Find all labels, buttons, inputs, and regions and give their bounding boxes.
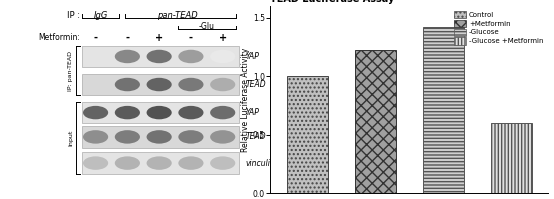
Text: YAP: YAP bbox=[245, 108, 259, 117]
Bar bbox=[491, 123, 531, 193]
Ellipse shape bbox=[147, 78, 172, 91]
Text: IP :: IP : bbox=[66, 11, 80, 20]
Ellipse shape bbox=[115, 78, 140, 91]
Text: -: - bbox=[189, 33, 193, 43]
Ellipse shape bbox=[210, 130, 235, 144]
Ellipse shape bbox=[210, 106, 235, 119]
Text: 0.0: 0.0 bbox=[270, 174, 283, 182]
Ellipse shape bbox=[83, 106, 108, 119]
Text: IP: pan-TEAD: IP: pan-TEAD bbox=[68, 51, 73, 91]
Text: Input: Input bbox=[68, 130, 73, 146]
Ellipse shape bbox=[83, 130, 108, 144]
Text: YAP: YAP bbox=[245, 52, 259, 61]
Legend: Control, +Metformin, -Glucose, -Glucose +Metformin: Control, +Metformin, -Glucose, -Glucose … bbox=[453, 9, 545, 46]
Ellipse shape bbox=[115, 156, 140, 170]
Ellipse shape bbox=[115, 106, 140, 119]
Ellipse shape bbox=[178, 130, 203, 144]
Text: +: + bbox=[219, 33, 227, 43]
Bar bbox=[83, 152, 239, 174]
Text: TEAD: TEAD bbox=[245, 132, 266, 141]
Text: IgG: IgG bbox=[94, 11, 108, 20]
Bar bbox=[83, 126, 239, 148]
Text: vinculin: vinculin bbox=[245, 159, 275, 168]
Bar bbox=[288, 76, 328, 193]
Text: pan-TEAD: pan-TEAD bbox=[157, 11, 198, 20]
Ellipse shape bbox=[147, 106, 172, 119]
Text: -: - bbox=[94, 33, 98, 43]
Bar bbox=[83, 74, 239, 95]
Bar bbox=[83, 46, 239, 67]
Text: 1.0: 1.0 bbox=[270, 91, 283, 100]
Ellipse shape bbox=[115, 130, 140, 144]
Bar bbox=[83, 102, 239, 123]
Ellipse shape bbox=[178, 106, 203, 119]
Text: -: - bbox=[125, 33, 130, 43]
Ellipse shape bbox=[147, 50, 172, 63]
Text: +: + bbox=[155, 33, 163, 43]
Ellipse shape bbox=[178, 156, 203, 170]
Ellipse shape bbox=[210, 78, 235, 91]
Ellipse shape bbox=[178, 50, 203, 63]
Ellipse shape bbox=[147, 156, 172, 170]
Ellipse shape bbox=[210, 156, 235, 170]
Ellipse shape bbox=[210, 50, 235, 63]
Text: -Glu: -Glu bbox=[199, 22, 215, 31]
Ellipse shape bbox=[115, 50, 140, 63]
Text: 1.5: 1.5 bbox=[270, 49, 283, 58]
Text: Metformin:: Metformin: bbox=[38, 33, 80, 42]
Ellipse shape bbox=[178, 78, 203, 91]
Text: 0.5: 0.5 bbox=[270, 132, 283, 141]
Text: TEAD: TEAD bbox=[245, 80, 266, 89]
Bar bbox=[423, 27, 464, 193]
Bar bbox=[355, 50, 396, 193]
Y-axis label: Relative Luciferase Activity: Relative Luciferase Activity bbox=[241, 47, 250, 152]
Ellipse shape bbox=[83, 156, 108, 170]
Text: TEAD Luciferase Assay: TEAD Luciferase Assay bbox=[270, 0, 395, 4]
Ellipse shape bbox=[147, 130, 172, 144]
